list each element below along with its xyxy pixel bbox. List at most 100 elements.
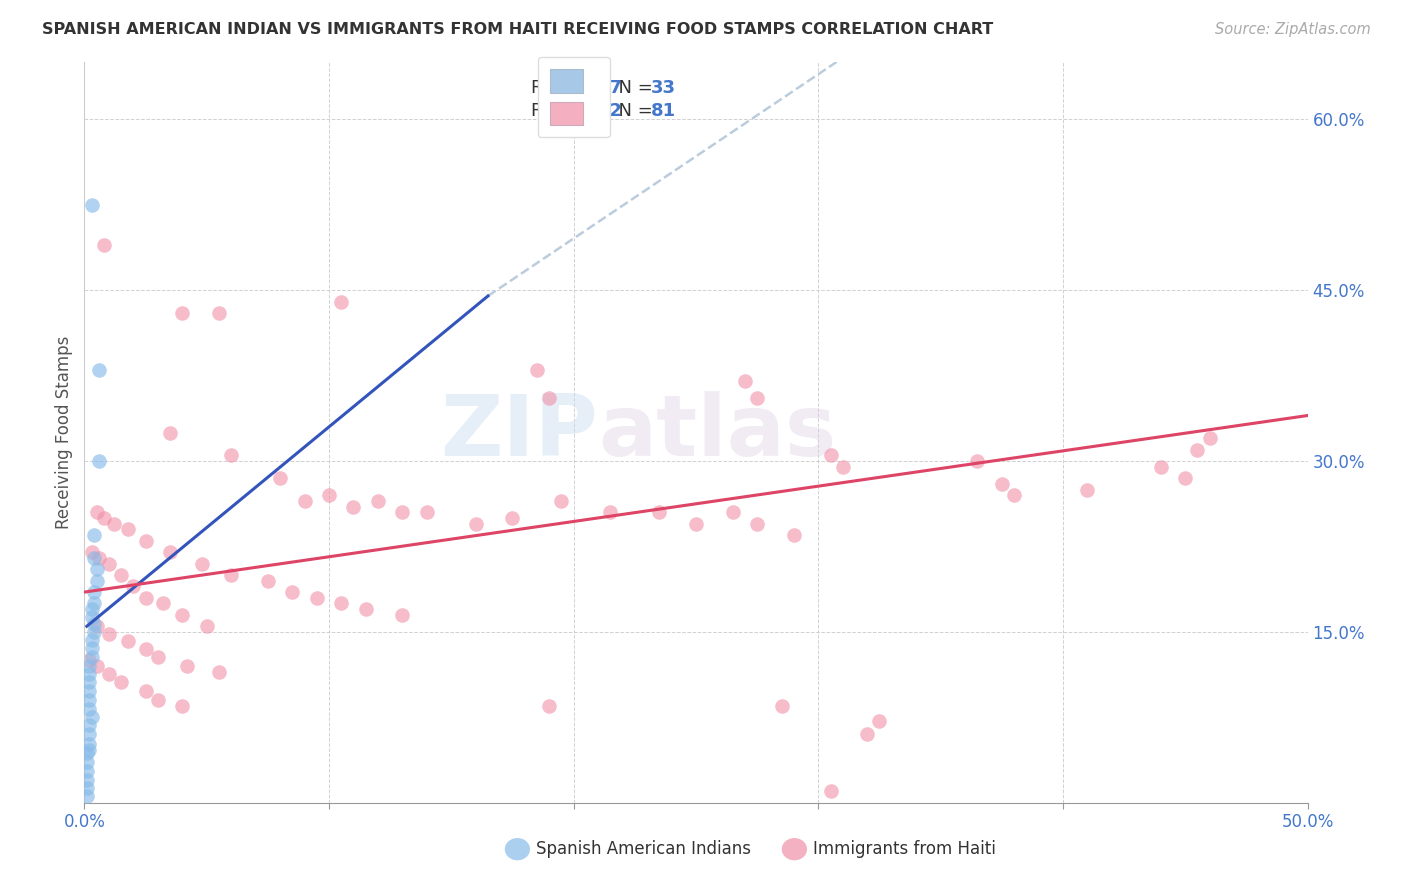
Point	[86, 562, 108, 576]
Point	[97, 667, 120, 681]
Point	[77, 718, 100, 732]
Point	[1002, 488, 1025, 502]
Text: 0.407: 0.407	[565, 79, 621, 97]
Point	[87, 550, 110, 565]
Text: 33: 33	[651, 79, 676, 97]
Point	[464, 516, 486, 531]
Point	[97, 557, 120, 571]
Point	[159, 545, 181, 559]
Point	[77, 743, 100, 757]
Point	[80, 198, 103, 212]
Point	[83, 617, 105, 632]
Point	[991, 476, 1014, 491]
Point	[1198, 431, 1220, 445]
Point	[76, 789, 98, 803]
Point	[77, 693, 100, 707]
Point	[135, 591, 157, 605]
Point	[86, 574, 108, 588]
Point	[172, 306, 194, 320]
Point	[146, 693, 169, 707]
Text: Immigrants from Haiti: Immigrants from Haiti	[813, 840, 995, 858]
Point	[538, 698, 561, 713]
Text: R =: R =	[531, 79, 569, 97]
Point	[550, 494, 572, 508]
Point	[208, 306, 231, 320]
Point	[820, 784, 842, 798]
Point	[77, 653, 100, 667]
Point	[770, 698, 793, 713]
Point	[135, 533, 157, 548]
Point	[83, 585, 105, 599]
Point	[367, 494, 389, 508]
Point	[83, 550, 105, 565]
Point	[86, 659, 108, 673]
Point	[80, 545, 103, 559]
Point	[87, 454, 110, 468]
Point	[77, 659, 100, 673]
Point	[342, 500, 364, 514]
Point	[80, 640, 103, 655]
Point	[80, 710, 103, 724]
Point	[135, 642, 157, 657]
Point	[76, 746, 98, 760]
Point	[269, 471, 291, 485]
Point	[77, 702, 100, 716]
Point	[734, 375, 756, 389]
Point	[747, 516, 769, 531]
Point	[159, 425, 181, 440]
Point	[219, 568, 242, 582]
Point	[856, 727, 879, 741]
Point	[172, 698, 194, 713]
Point	[257, 574, 280, 588]
Point	[97, 627, 120, 641]
Point	[83, 597, 105, 611]
Point	[86, 505, 108, 519]
Point	[1076, 483, 1098, 497]
Point	[117, 634, 139, 648]
Point	[87, 363, 110, 377]
Point	[354, 602, 377, 616]
Point	[80, 632, 103, 647]
Point	[83, 624, 105, 639]
Point	[330, 294, 353, 309]
Text: 81: 81	[651, 102, 676, 120]
Point	[281, 585, 304, 599]
Point	[80, 610, 103, 624]
Point	[191, 557, 214, 571]
Point	[77, 667, 100, 681]
Point	[76, 755, 98, 769]
Point	[110, 675, 132, 690]
Point	[1187, 442, 1209, 457]
Text: N =: N =	[606, 102, 658, 120]
Point	[208, 665, 231, 679]
Point	[80, 650, 103, 665]
Point	[152, 597, 174, 611]
Point	[747, 392, 769, 406]
Point	[721, 505, 744, 519]
Point	[869, 714, 891, 728]
Text: atlas: atlas	[598, 391, 837, 475]
Point	[93, 237, 115, 252]
Point	[538, 392, 561, 406]
Point	[76, 772, 98, 787]
Point	[195, 619, 218, 633]
Text: N =: N =	[606, 79, 658, 97]
Point	[77, 684, 100, 698]
Point	[391, 607, 413, 622]
Point	[103, 516, 125, 531]
Point	[93, 511, 115, 525]
Point	[831, 459, 853, 474]
Point	[526, 363, 548, 377]
Text: 0.412: 0.412	[565, 102, 621, 120]
Point	[110, 568, 132, 582]
Point	[599, 505, 621, 519]
Point	[76, 780, 98, 795]
Text: Spanish American Indians: Spanish American Indians	[536, 840, 751, 858]
Point	[146, 650, 169, 665]
Point	[77, 737, 100, 751]
Text: ZIP: ZIP	[440, 391, 598, 475]
Point	[135, 684, 157, 698]
Y-axis label: Receiving Food Stamps: Receiving Food Stamps	[55, 336, 73, 529]
Point	[330, 597, 353, 611]
Point	[416, 505, 439, 519]
